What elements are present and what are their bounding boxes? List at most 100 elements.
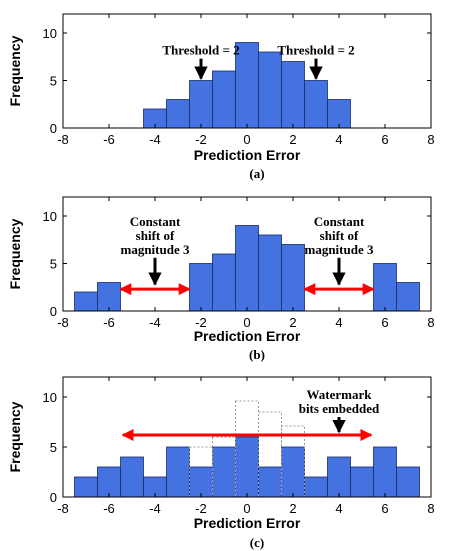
- x-tick-label: -2: [195, 132, 207, 147]
- y-tick-label: 5: [50, 74, 57, 89]
- x-tick-label: -4: [149, 315, 161, 330]
- y-tick-label: 10: [43, 390, 57, 405]
- ticks: -8 -6 -4 -2 0 2 4 6 8 0 5 10: [43, 377, 435, 516]
- bar: [304, 80, 328, 129]
- y-axis-label: Frequency: [7, 218, 23, 289]
- x-tick-label: 2: [289, 315, 296, 330]
- annotation-text: shift of: [136, 228, 175, 243]
- bars: [143, 42, 351, 129]
- bar: [373, 446, 397, 498]
- bar: [212, 446, 236, 498]
- x-tick-label: 2: [289, 501, 296, 516]
- bar: [235, 225, 259, 312]
- x-axis-label: Prediction Error: [194, 515, 301, 531]
- panel-caption: (c): [250, 535, 264, 550]
- bar: [212, 253, 236, 312]
- bar: [258, 234, 282, 312]
- bar: [97, 282, 121, 312]
- x-tick-label: -4: [149, 501, 161, 516]
- y-tick-label: 10: [43, 209, 57, 224]
- ticks: -8 -6 -4 -2 0 2 4 6 8 0 5 10: [43, 14, 435, 147]
- x-tick-label: 0: [243, 132, 250, 147]
- x-tick-label: 0: [243, 315, 250, 330]
- bar: [373, 263, 397, 312]
- bar: [74, 291, 98, 312]
- bar: [281, 244, 305, 312]
- y-tick-label: 0: [50, 304, 57, 319]
- ticks: -8 -6 -4 -2 0 2 4 6 8 0 5 10: [43, 197, 435, 330]
- y-axis-label: Frequency: [7, 35, 23, 106]
- bar: [166, 99, 190, 129]
- x-axis-label: Prediction Error: [194, 147, 301, 163]
- panel-caption: (b): [249, 347, 265, 362]
- annotation-text: bits embedded: [299, 401, 380, 416]
- bar: [281, 446, 305, 498]
- x-tick-label: -8: [57, 315, 69, 330]
- x-tick-label: 8: [427, 315, 434, 330]
- annotation-text: magnitude 3: [305, 242, 374, 257]
- bar: [120, 456, 144, 498]
- y-axis-label: Frequency: [7, 401, 23, 472]
- y-tick-label: 0: [50, 121, 57, 136]
- original-bar-outline: [235, 400, 259, 498]
- annotation-text: Watermark: [307, 387, 373, 402]
- bar: [189, 263, 213, 312]
- annotation-text: Constant: [130, 214, 181, 229]
- y-tick-label: 10: [43, 26, 57, 41]
- x-tick-label: -4: [149, 132, 161, 147]
- annotation-text: shift of: [320, 228, 359, 243]
- x-tick-label: 6: [381, 315, 388, 330]
- x-tick-label: 4: [335, 501, 342, 516]
- bar: [212, 70, 236, 129]
- bar: [258, 51, 282, 129]
- bar: [396, 282, 420, 312]
- x-axis-label: Prediction Error: [194, 328, 301, 344]
- x-tick-label: -6: [103, 501, 115, 516]
- x-tick-label: -6: [103, 315, 115, 330]
- x-tick-label: -6: [103, 132, 115, 147]
- bar: [327, 456, 351, 498]
- bars: [74, 225, 420, 312]
- annotations: Threshold = 2 Threshold = 2: [162, 43, 355, 80]
- bar: [350, 466, 374, 498]
- annotation-text: Constant: [314, 214, 365, 229]
- bar: [189, 466, 213, 498]
- bar: [304, 476, 328, 498]
- bar: [396, 466, 420, 498]
- bar: [281, 61, 305, 129]
- bar: [235, 436, 259, 498]
- x-tick-label: 0: [243, 501, 250, 516]
- annotation-text: magnitude 3: [121, 242, 190, 257]
- bar: [258, 466, 282, 498]
- x-tick-label: -8: [57, 132, 69, 147]
- x-tick-label: 6: [381, 132, 388, 147]
- x-tick-label: 4: [335, 315, 342, 330]
- bar: [166, 446, 190, 498]
- bar: [327, 99, 351, 129]
- x-tick-label: 8: [427, 132, 434, 147]
- y-tick-label: 5: [50, 440, 57, 455]
- panel-caption: (a): [249, 166, 264, 181]
- bar: [97, 466, 121, 498]
- x-tick-label: -2: [195, 501, 207, 516]
- bar: [74, 476, 98, 498]
- annotation-text: Threshold = 2: [162, 43, 239, 58]
- original-bar-outline: [258, 411, 282, 498]
- y-tick-label: 0: [50, 490, 57, 505]
- x-tick-label: 2: [289, 132, 296, 147]
- x-tick-label: 6: [381, 501, 388, 516]
- y-tick-label: 5: [50, 257, 57, 272]
- x-tick-label: 4: [335, 132, 342, 147]
- x-tick-label: -8: [57, 501, 69, 516]
- x-tick-label: -2: [195, 315, 207, 330]
- x-tick-label: 8: [427, 501, 434, 516]
- bars: [74, 400, 420, 498]
- annotation-text: Threshold = 2: [277, 43, 354, 58]
- bar: [189, 80, 213, 129]
